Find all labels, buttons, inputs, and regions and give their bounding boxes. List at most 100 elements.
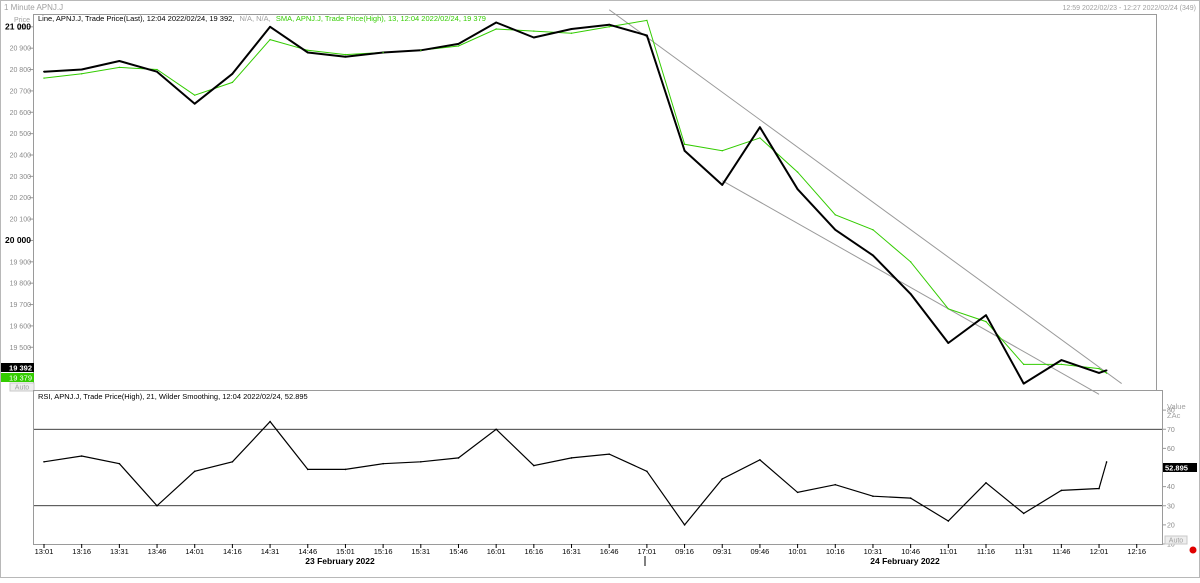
- x-tick-label: 10:01: [788, 547, 807, 556]
- price-y-axis: 21 000 20 900 20 800 20 700 20 600 20 500 20 4…: [5, 21, 34, 352]
- price-point: [947, 342, 950, 344]
- rsi-point: [909, 497, 912, 499]
- rsi-point: [420, 460, 422, 463]
- rsi-auto-button[interactable]: [1164, 535, 1188, 545]
- price-point: [570, 28, 573, 30]
- rsi-point: [1098, 487, 1100, 490]
- rsi-point: [457, 457, 460, 459]
- price-tick-label: 21 000: [5, 21, 31, 31]
- price-point: [231, 72, 234, 75]
- price-point: [532, 36, 535, 39]
- sma-point: [909, 261, 912, 263]
- price-tick-label: 19 900: [10, 259, 32, 266]
- rsi-point: [570, 457, 573, 459]
- sma-price-tag-bg: [1, 373, 34, 382]
- rsi-tick-label: 80: [1167, 408, 1175, 415]
- sma-point: [570, 32, 573, 34]
- sma-point: [683, 143, 686, 146]
- price-point: [683, 149, 686, 152]
- rsi-point: [872, 495, 874, 497]
- sma-point: [156, 68, 158, 71]
- status-dot-icon: [1189, 546, 1197, 554]
- price-legend-sma: SMA, APNJ.J, Trade Price(High), 13, 12:0…: [276, 14, 486, 23]
- x-tick-label: 17:01: [637, 547, 656, 556]
- price-point: [1060, 359, 1063, 361]
- sma-point: [1105, 372, 1108, 374]
- rsi-point: [231, 460, 234, 463]
- sma-point: [80, 73, 83, 75]
- rsi-axis-title: Value: [1167, 402, 1186, 411]
- rsi-point: [796, 491, 799, 494]
- x-tick-label: 09:16: [675, 547, 694, 556]
- price-point: [43, 70, 45, 73]
- channel-lower-line[interactable]: [721, 180, 1100, 395]
- rsi-legend: RSI, APNJ.J, Trade Price(High), 21, Wild…: [38, 392, 308, 401]
- price-point: [985, 314, 987, 317]
- price-point: [495, 21, 498, 24]
- x-tick-label: 14:31: [261, 547, 280, 556]
- price-point: [306, 51, 309, 54]
- date-label-23-feb: 23 February 2022: [305, 556, 375, 566]
- x-tick-label: 14:16: [223, 547, 242, 556]
- rsi-point: [269, 420, 271, 423]
- rsi-point: [43, 460, 45, 463]
- rsi-point: [193, 470, 196, 473]
- price-tick-label: 20 000: [5, 235, 31, 245]
- sma-point: [307, 49, 309, 52]
- sma-price-tag: 19 379: [9, 374, 32, 383]
- x-tick-label: 15:31: [411, 547, 430, 556]
- x-tick-label: 13:16: [72, 547, 91, 556]
- price-axis-unit: ZAc: [18, 25, 31, 32]
- sma-point: [1098, 367, 1100, 370]
- sma-point: [344, 53, 347, 56]
- x-tick-label: 10:31: [864, 547, 883, 556]
- rsi-tick-label: 40: [1167, 484, 1175, 491]
- price-tick-label: 19 700: [10, 302, 32, 309]
- price-auto-button[interactable]: [9, 382, 35, 392]
- x-tick-label: 16:31: [562, 547, 581, 556]
- rsi-point: [1060, 489, 1063, 492]
- sma-point: [608, 26, 610, 28]
- rsi-point: [156, 504, 158, 507]
- x-tick-label: 11:46: [1052, 547, 1070, 556]
- x-tick-label: 11:01: [939, 547, 957, 556]
- rsi-point: [382, 462, 384, 465]
- sma-point: [872, 229, 874, 231]
- price-point: [457, 43, 460, 45]
- price-point: [909, 292, 912, 295]
- sma-point: [985, 320, 987, 323]
- x-tick-label: 14:01: [185, 547, 204, 556]
- sma-point: [533, 30, 535, 32]
- sma-point: [457, 45, 460, 47]
- rsi-tick-label: 20: [1167, 522, 1175, 529]
- x-tick-label: 15:46: [449, 547, 468, 556]
- rsi-point: [1105, 461, 1108, 463]
- price-point: [269, 25, 271, 28]
- rsi-point: [759, 459, 761, 461]
- x-tick-label: 10:46: [901, 547, 920, 556]
- sma-point: [834, 214, 836, 216]
- rsi-point: [947, 520, 950, 522]
- price-tick-label: 19 500: [10, 345, 32, 352]
- sma-point: [118, 66, 121, 69]
- rsi-point: [834, 483, 837, 486]
- sma-point: [43, 77, 45, 79]
- price-point: [118, 60, 121, 62]
- chart-window-title: 1 Minute APNJ.J: [4, 3, 63, 12]
- channel-upper-line[interactable]: [608, 9, 1122, 384]
- rsi-point: [721, 478, 724, 480]
- x-tick-label: 10:16: [826, 547, 845, 556]
- price-point: [834, 228, 837, 231]
- sma-point: [382, 51, 384, 54]
- sma-series-line: [43, 19, 1107, 374]
- price-point: [80, 68, 83, 71]
- x-tick-label: 13:46: [148, 547, 167, 556]
- price-legend: Line, APNJ.J, Trade Price(Last), 12:04 2…: [38, 14, 486, 23]
- price-tick-label: 19 800: [10, 281, 32, 288]
- sma-point: [796, 171, 799, 173]
- x-tick-label: 15:01: [336, 547, 355, 556]
- x-tick-label: 12:16: [1127, 547, 1146, 556]
- time-range-label: 12:59 2022/02/23 - 12:27 2022/02/24 (349…: [1063, 5, 1197, 12]
